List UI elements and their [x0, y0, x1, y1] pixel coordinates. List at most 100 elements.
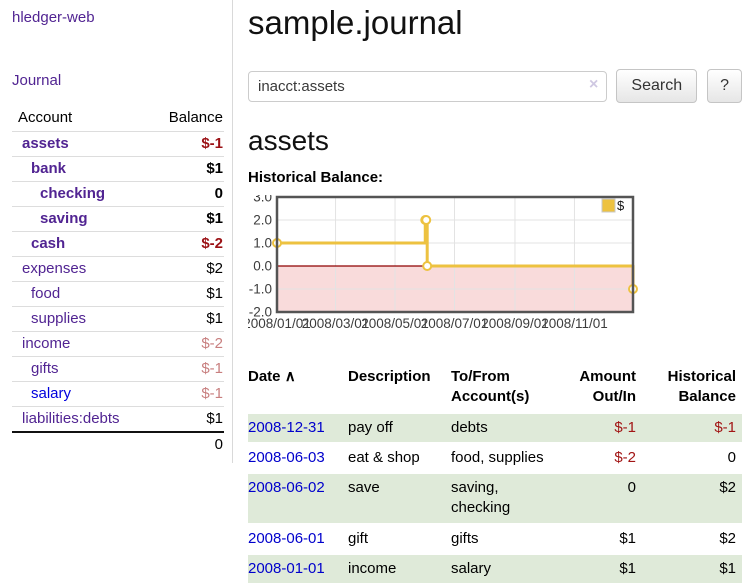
transaction-date-link[interactable]: 2008-06-02 [248, 479, 325, 496]
transaction-date-link[interactable]: 2008-06-01 [248, 529, 325, 547]
register-row: 2008-06-02 save saving, checking 0 $2 [248, 474, 742, 523]
transaction-balance: $-1 [644, 413, 742, 442]
transaction-amount: 0 [561, 474, 644, 523]
account-link[interactable]: saving [40, 210, 88, 227]
account-column-header: Account [18, 109, 73, 126]
transaction-balance: $2 [644, 474, 742, 523]
transaction-description: gift [348, 529, 369, 547]
transaction-date-link[interactable]: 2008-01-01 [248, 559, 325, 577]
historical-balance-chart[interactable]: $3.0 2.0 1.0 0.0 -1.0 -2.0 2008/01/01 2008/03/0… [243, 190, 742, 347]
account-balance: $2 [152, 256, 224, 282]
sidebar: hledger-web Journal Account Balance asse… [0, 0, 233, 463]
total-balance: 0 [152, 431, 224, 457]
main-panel: sample.journal × Search ? assets Histori… [243, 0, 742, 585]
x-tick-label: 2008/07/01 [421, 316, 489, 331]
x-tick-label: 2008/09/01 [481, 316, 549, 331]
account-balance: $1 [152, 206, 224, 232]
account-link[interactable]: liabilities:debts [22, 410, 120, 427]
account-link[interactable]: income [22, 335, 71, 352]
account-link[interactable]: cash [31, 235, 66, 252]
account-row: liabilities:debts $1 [12, 406, 224, 432]
account-link[interactable]: supplies [31, 310, 87, 327]
transaction-accounts: saving, checking [451, 474, 561, 523]
account-balance: $1 [152, 406, 224, 432]
y-tick-label: 3.0 [253, 195, 272, 205]
transaction-balance: 0 [727, 448, 736, 466]
account-row: gifts $-1 [12, 356, 224, 382]
account-row: salary $-1 [12, 381, 224, 407]
y-tick-label: -2.0 [249, 305, 272, 320]
sort-ascending-icon: ∧ [284, 368, 296, 385]
transaction-description: income [348, 554, 451, 583]
search-input[interactable] [248, 70, 608, 102]
y-tick-label: 2.0 [253, 213, 272, 228]
clear-search-icon[interactable]: × [589, 75, 599, 93]
transaction-date-link[interactable]: 2008-12-31 [248, 418, 325, 436]
total-spacer [12, 431, 153, 457]
x-tick-label: 2008/05/01 [361, 316, 429, 331]
y-tick-label: 1.0 [253, 236, 272, 251]
data-point-marker [421, 215, 432, 225]
register-row: 2008-06-01 gift gifts $1 $2 [248, 525, 742, 553]
accounts-header-row: Account Balance [12, 105, 224, 132]
account-balance: $-2 [152, 331, 224, 357]
transaction-description: eat & shop [348, 448, 420, 466]
account-balance: $-2 [152, 231, 224, 257]
account-balance: $1 [152, 156, 224, 182]
search-box: × [248, 70, 608, 102]
register-header-row: Date ∧ Description To/From Account(s) Am… [248, 365, 742, 412]
accounts-table: Account Balance assets $-1 bank $1 check… [12, 105, 224, 457]
transaction-accounts: food, supplies [451, 448, 544, 466]
account-link[interactable]: gifts [31, 360, 59, 377]
y-tick-label: -1.0 [249, 282, 272, 297]
account-balance: $-1 [152, 381, 224, 407]
account-link[interactable]: expenses [22, 260, 87, 277]
balance-column-header: Balance [168, 109, 223, 126]
register-row: 2008-01-01 income salary $1 $1 [248, 554, 742, 583]
transaction-amount: $-2 [614, 448, 636, 466]
transaction-balance: $2 [719, 529, 736, 547]
account-balance: $1 [152, 306, 224, 332]
account-link[interactable]: checking [40, 185, 106, 202]
date-column-header[interactable]: Date ∧ [248, 368, 296, 385]
amount-column-header: Amount Out/In [579, 368, 636, 406]
account-link[interactable]: bank [31, 160, 67, 177]
account-heading: assets [248, 125, 329, 156]
transaction-date-link[interactable]: 2008-06-03 [248, 448, 325, 466]
account-row: assets $-1 [12, 131, 224, 157]
account-link[interactable]: salary [31, 385, 72, 402]
search-form: × Search ? [248, 69, 742, 103]
help-button[interactable]: ? [707, 69, 742, 103]
x-tick-label: 2008/01/01 [248, 316, 311, 331]
account-row: checking 0 [12, 181, 224, 207]
transaction-amount: $1 [619, 529, 636, 547]
search-button[interactable]: Search [616, 69, 698, 103]
transaction-accounts: salary [451, 554, 561, 583]
description-column-header: Description [348, 368, 431, 385]
account-link[interactable]: assets [22, 135, 69, 152]
accounts-total-row: 0 [12, 431, 224, 457]
account-row: income $-2 [12, 331, 224, 357]
account-balance: $-1 [152, 356, 224, 382]
accounts-column-header: To/From Account(s) [451, 368, 530, 406]
register-table: Date ∧ Description To/From Account(s) Am… [248, 363, 742, 585]
transaction-amount: $1 [561, 554, 644, 583]
account-row: expenses $2 [12, 256, 224, 282]
account-link[interactable]: food [31, 285, 61, 302]
account-balance: $1 [152, 281, 224, 307]
x-tick-label: 2008/03/01 [302, 316, 370, 331]
legend-swatch [601, 198, 616, 213]
transaction-accounts: gifts [451, 529, 479, 547]
account-row: saving $1 [12, 206, 224, 232]
transaction-description: pay off [348, 413, 451, 442]
y-tick-label: 0.0 [253, 259, 272, 274]
app-title-link[interactable]: hledger-web [12, 9, 95, 26]
plot-border [275, 195, 635, 314]
balance-column-header: Historical Balance [667, 368, 736, 406]
nav-journal-link[interactable]: Journal [12, 72, 62, 89]
account-balance: $-1 [152, 131, 224, 157]
balance-chart-svg: $3.0 2.0 1.0 0.0 -1.0 -2.02008/01/012008/03/0… [243, 190, 638, 331]
transaction-amount: $-1 [561, 413, 644, 442]
chart-label: Historical Balance: [248, 169, 384, 186]
data-point-marker [422, 261, 433, 271]
